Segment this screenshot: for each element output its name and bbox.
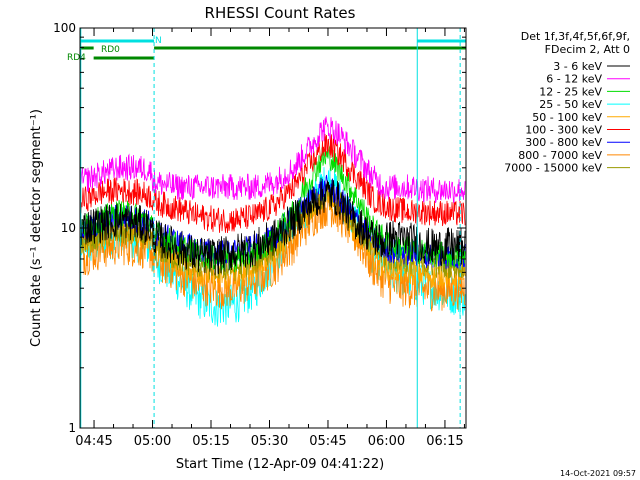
x-tick-label: 06:00 [368,434,405,449]
series-line-800-7000-kev [80,187,466,312]
legend: Det 1f,3f,4f,5f,6f,9f,FDecim 2, Att 0 3 -… [504,30,630,175]
flag-label-rd0: RD0 [101,45,120,55]
x-axis-label: Start Time (12-Apr-09 04:41:22) [176,457,384,472]
series-line-100-300-kev [80,133,466,234]
x-tick-label: 05:15 [192,434,229,449]
legend-label: 800 - 7000 keV [518,149,602,162]
axes: 1 10 100 04:45 05:00 05:15 05:30 05:45 06:00 06:1… [53,21,466,449]
series-line-6-12-kev [80,116,466,204]
legend-header-line-2: FDecim 2, Att 0 [545,43,630,56]
legend-label: 3 - 6 keV [553,60,602,73]
legend-label: 6 - 12 keV [546,73,602,86]
chart-title: RHESSI Count Rates [205,4,356,22]
series-group [80,116,466,327]
y-tick-label: 1 [68,421,76,435]
y-tick-label: 100 [53,21,76,35]
x-tick-label: 06:15 [426,434,463,449]
series-line-3-6-kev [80,177,466,276]
footer-timestamp: 14-Oct-2021 09:57 [560,469,636,478]
legend-header-line-1: Det 1f,3f,4f,5f,6f,9f, [521,30,630,43]
flag-bars: RD0 RD4 N [67,36,466,63]
legend-label: 12 - 25 keV [539,85,602,98]
x-tick-label: 04:45 [75,434,112,449]
legend-label: 25 - 50 keV [539,98,602,111]
legend-label: 50 - 100 keV [532,111,602,124]
y-axis-label: Count Rate (s⁻¹ detector segment⁻¹) [29,109,44,347]
legend-label: 100 - 300 keV [525,124,602,137]
flag-label-n: N [155,36,162,46]
x-tick-label: 05:30 [251,434,288,449]
y-tick-label: 10 [61,221,76,235]
legend-label: 7000 - 15000 keV [504,162,602,175]
x-tick-label: 05:00 [134,434,171,449]
legend-label: 300 - 800 keV [525,136,602,149]
x-tick-label: 05:45 [309,434,346,449]
flag-label-rd4: RD4 [67,53,86,63]
